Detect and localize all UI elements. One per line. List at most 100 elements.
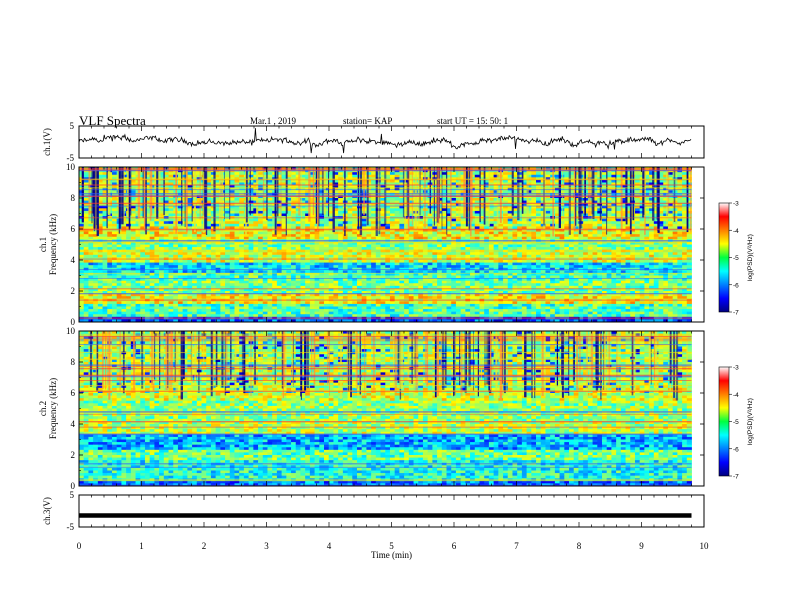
spectrogram-cell <box>97 198 103 201</box>
spectrogram-cell <box>239 231 245 235</box>
spectrogram-cell <box>569 260 575 263</box>
spectrogram-cell <box>663 208 669 212</box>
spectrogram-cell <box>536 198 542 201</box>
spectrogram-cell <box>149 221 155 225</box>
spectrogram-cell <box>248 221 254 225</box>
spectrogram-cell <box>616 174 622 178</box>
spectrogram-cell <box>371 254 377 258</box>
spectrogram-cell <box>503 208 509 212</box>
spectrogram-cell <box>554 174 560 178</box>
spectrogram-cell <box>682 205 688 209</box>
spectrogram-cell <box>625 208 631 212</box>
spectrogram-cell <box>253 223 259 227</box>
spectrogram-cell <box>540 260 546 263</box>
spectrogram-cell <box>366 254 372 258</box>
spectrogram-cell <box>385 182 391 186</box>
spectrogram-cell <box>361 221 367 225</box>
spectrogram-cell <box>512 205 518 209</box>
spectrogram-cell <box>611 185 617 189</box>
spectrogram-cell <box>380 262 386 266</box>
spectrogram-cell <box>667 200 674 204</box>
spectrogram-cell <box>258 231 264 235</box>
spectrogram-cell <box>291 187 297 191</box>
spectrogram-cell <box>239 172 245 176</box>
spectrogram-cell <box>234 185 240 189</box>
spectrogram-cell <box>592 223 598 227</box>
spectrogram-cell <box>182 252 188 256</box>
spectrogram-cell <box>427 234 433 238</box>
spectrogram-cell <box>79 247 85 251</box>
spectrogram-cell <box>196 226 202 230</box>
spectrogram-cell <box>667 174 674 178</box>
spectrogram-cell <box>309 200 315 204</box>
spectrogram-cell <box>470 244 476 248</box>
spectrogram-cell <box>319 260 325 263</box>
spectrogram-cell <box>667 254 674 258</box>
spectrogram-cell <box>682 208 688 212</box>
spectrogram-cell <box>451 231 457 235</box>
spectrogram-cell <box>682 179 688 183</box>
spectrogram-cell <box>625 226 631 230</box>
spectrogram-cell <box>210 265 217 269</box>
spectrogram-cell <box>276 208 282 212</box>
spectrogram-cell <box>352 200 358 204</box>
spectrogram-cell <box>493 200 499 204</box>
spectrogram-cell <box>474 213 480 217</box>
spectrogram-cell <box>258 190 264 194</box>
spectrogram-cell <box>418 260 424 263</box>
spectrogram-cell <box>135 247 141 251</box>
spectrogram-cell <box>663 231 669 235</box>
spectrogram-cell <box>517 185 523 189</box>
spectrogram-cell <box>460 205 466 209</box>
spectrogram-cell <box>111 200 118 204</box>
spectrogram-cell <box>324 223 330 227</box>
spectrogram-cell <box>569 221 575 225</box>
spectrogram-cell <box>258 187 264 191</box>
spectrogram-cell <box>229 185 235 189</box>
spectrogram-cell <box>682 234 688 238</box>
spectrogram-cell <box>149 252 155 256</box>
spectrogram-cell <box>107 247 113 251</box>
spectrogram-cell <box>187 208 193 212</box>
spectrogram-cell <box>488 236 495 240</box>
spectrogram-cell <box>239 205 245 209</box>
spectrogram-cell <box>192 254 198 258</box>
spectrogram-cell <box>644 208 650 212</box>
spectrogram-cell <box>88 221 94 225</box>
spectrogram-cell <box>672 254 678 258</box>
spectrogram-cell <box>521 174 527 178</box>
spectrogram-cell <box>432 234 438 238</box>
spectrogram-cell <box>309 203 315 207</box>
spectrogram-cell <box>601 254 608 258</box>
spectrogram-cell <box>408 226 414 230</box>
spectrogram-cell <box>168 213 174 217</box>
spectrogram-cell <box>488 187 495 191</box>
spectrogram-cell <box>333 210 339 214</box>
spectrogram-cell <box>267 252 273 256</box>
spectrogram-cell <box>144 234 151 238</box>
spectrogram-cell <box>291 210 297 214</box>
spectrogram-cell <box>479 200 485 204</box>
spectrogram-cell <box>163 190 169 194</box>
spectrogram-cell <box>380 244 386 248</box>
spectrogram-cell <box>102 244 108 248</box>
spectrogram-cell <box>620 185 626 189</box>
spectrogram-cell <box>291 254 297 258</box>
spectrogram-cell <box>258 174 264 178</box>
spectrogram-cell <box>319 190 325 194</box>
spectrogram-cell <box>314 244 320 248</box>
spectrogram-cell <box>107 221 113 225</box>
spectrogram-cell <box>517 260 523 263</box>
spectrogram-cell <box>338 182 344 186</box>
spectrogram-cell <box>121 223 127 227</box>
spectrogram-cell <box>446 260 452 263</box>
spectrogram-cell <box>404 198 410 201</box>
spectrogram-cell <box>215 254 221 258</box>
spectrogram-cell <box>300 262 306 266</box>
spectrogram-cell <box>521 247 527 251</box>
spectrogram-cell <box>569 208 575 212</box>
spectrogram-cell <box>201 252 207 256</box>
spectrogram-cell <box>493 260 499 263</box>
spectrogram-cell <box>460 190 466 194</box>
spectrogram-cell <box>569 210 575 214</box>
